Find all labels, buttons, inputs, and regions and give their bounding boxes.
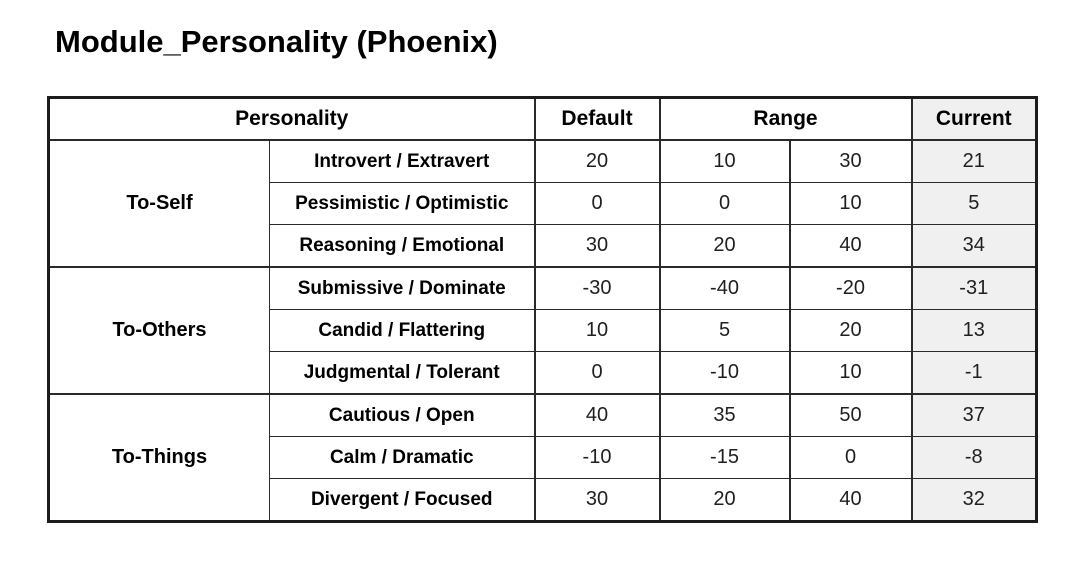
- default-cell: 30: [533, 478, 660, 522]
- default-cell: -30: [533, 266, 660, 310]
- table-row: Divergent / Focused 30 20 40 32: [49, 478, 1037, 522]
- table-row: Candid / Flattering 10 5 20 13: [49, 309, 1037, 352]
- default-cell: 30: [533, 224, 660, 268]
- table-row: To-Others Submissive / Dominate -30 -40 …: [48, 266, 1037, 395]
- page-title: Module_Personality (Phoenix): [55, 24, 498, 59]
- trait-cell: Submissive / Dominate: [269, 266, 535, 310]
- personality-table: Personality Default Range Current To-Sel…: [47, 96, 1038, 523]
- range-min-cell: 0: [658, 182, 790, 225]
- col-header-personality: Personality: [48, 97, 535, 141]
- current-cell: 32: [910, 478, 1037, 522]
- category-cell-to-things: To-Things: [48, 393, 270, 522]
- trait-cell: Cautious / Open: [269, 393, 535, 437]
- default-cell: 40: [533, 393, 660, 437]
- header-row: Personality Default Range Current: [48, 97, 1037, 141]
- current-cell: -8: [910, 436, 1037, 479]
- range-max-cell: 20: [788, 309, 912, 352]
- range-min-cell: 5: [658, 309, 790, 352]
- table-row: Calm / Dramatic -10 -15 0 -8: [49, 436, 1037, 479]
- default-cell: 0: [533, 182, 660, 225]
- range-min-cell: 20: [658, 224, 790, 268]
- range-max-cell: -20: [788, 266, 912, 310]
- current-cell: -31: [910, 266, 1037, 310]
- trait-cell: Reasoning / Emotional: [269, 224, 535, 268]
- default-cell: 0: [533, 351, 660, 395]
- trait-cell: Calm / Dramatic: [269, 436, 535, 479]
- range-min-cell: -10: [658, 351, 790, 395]
- current-cell: 21: [910, 139, 1037, 183]
- category-cell-to-self: To-Self: [48, 139, 270, 268]
- range-max-cell: 0: [788, 436, 912, 479]
- table-row: To-Things Cautious / Open 40 35 50 37: [48, 393, 1037, 522]
- range-min-cell: -15: [658, 436, 790, 479]
- range-max-cell: 10: [788, 351, 912, 395]
- current-cell: 13: [910, 309, 1037, 352]
- table-row: Pessimistic / Optimistic 0 0 10 5: [49, 182, 1037, 225]
- col-header-default: Default: [533, 97, 660, 141]
- table-row: To-Self Introvert / Extravert 20 10 30 2…: [48, 139, 1037, 268]
- current-cell: 34: [910, 224, 1037, 268]
- table-row: Judgmental / Tolerant 0 -10 10 -1: [49, 351, 1037, 395]
- default-cell: 10: [533, 309, 660, 352]
- range-min-cell: -40: [658, 266, 790, 310]
- current-cell: 5: [910, 182, 1037, 225]
- range-min-cell: 10: [658, 139, 790, 183]
- range-max-cell: 30: [788, 139, 912, 183]
- current-cell: -1: [910, 351, 1037, 395]
- col-header-current: Current: [910, 97, 1037, 141]
- range-max-cell: 10: [788, 182, 912, 225]
- table-row: Reasoning / Emotional 30 20 40 34: [49, 224, 1037, 268]
- range-max-cell: 40: [788, 478, 912, 522]
- range-min-cell: 35: [658, 393, 790, 437]
- trait-cell: Divergent / Focused: [269, 478, 535, 522]
- trait-cell: Candid / Flattering: [269, 309, 535, 352]
- range-min-cell: 20: [658, 478, 790, 522]
- col-header-range: Range: [658, 97, 912, 141]
- trait-cell: Pessimistic / Optimistic: [269, 182, 535, 225]
- current-cell: 37: [910, 393, 1037, 437]
- default-cell: 20: [533, 139, 660, 183]
- category-cell-to-others: To-Others: [48, 266, 270, 395]
- trait-cell: Introvert / Extravert: [269, 139, 535, 183]
- range-max-cell: 50: [788, 393, 912, 437]
- default-cell: -10: [533, 436, 660, 479]
- trait-cell: Judgmental / Tolerant: [269, 351, 535, 395]
- range-max-cell: 40: [788, 224, 912, 268]
